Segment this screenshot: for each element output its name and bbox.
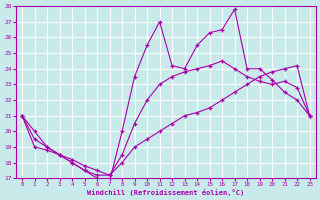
X-axis label: Windchill (Refroidissement éolien,°C): Windchill (Refroidissement éolien,°C) [87,189,244,196]
